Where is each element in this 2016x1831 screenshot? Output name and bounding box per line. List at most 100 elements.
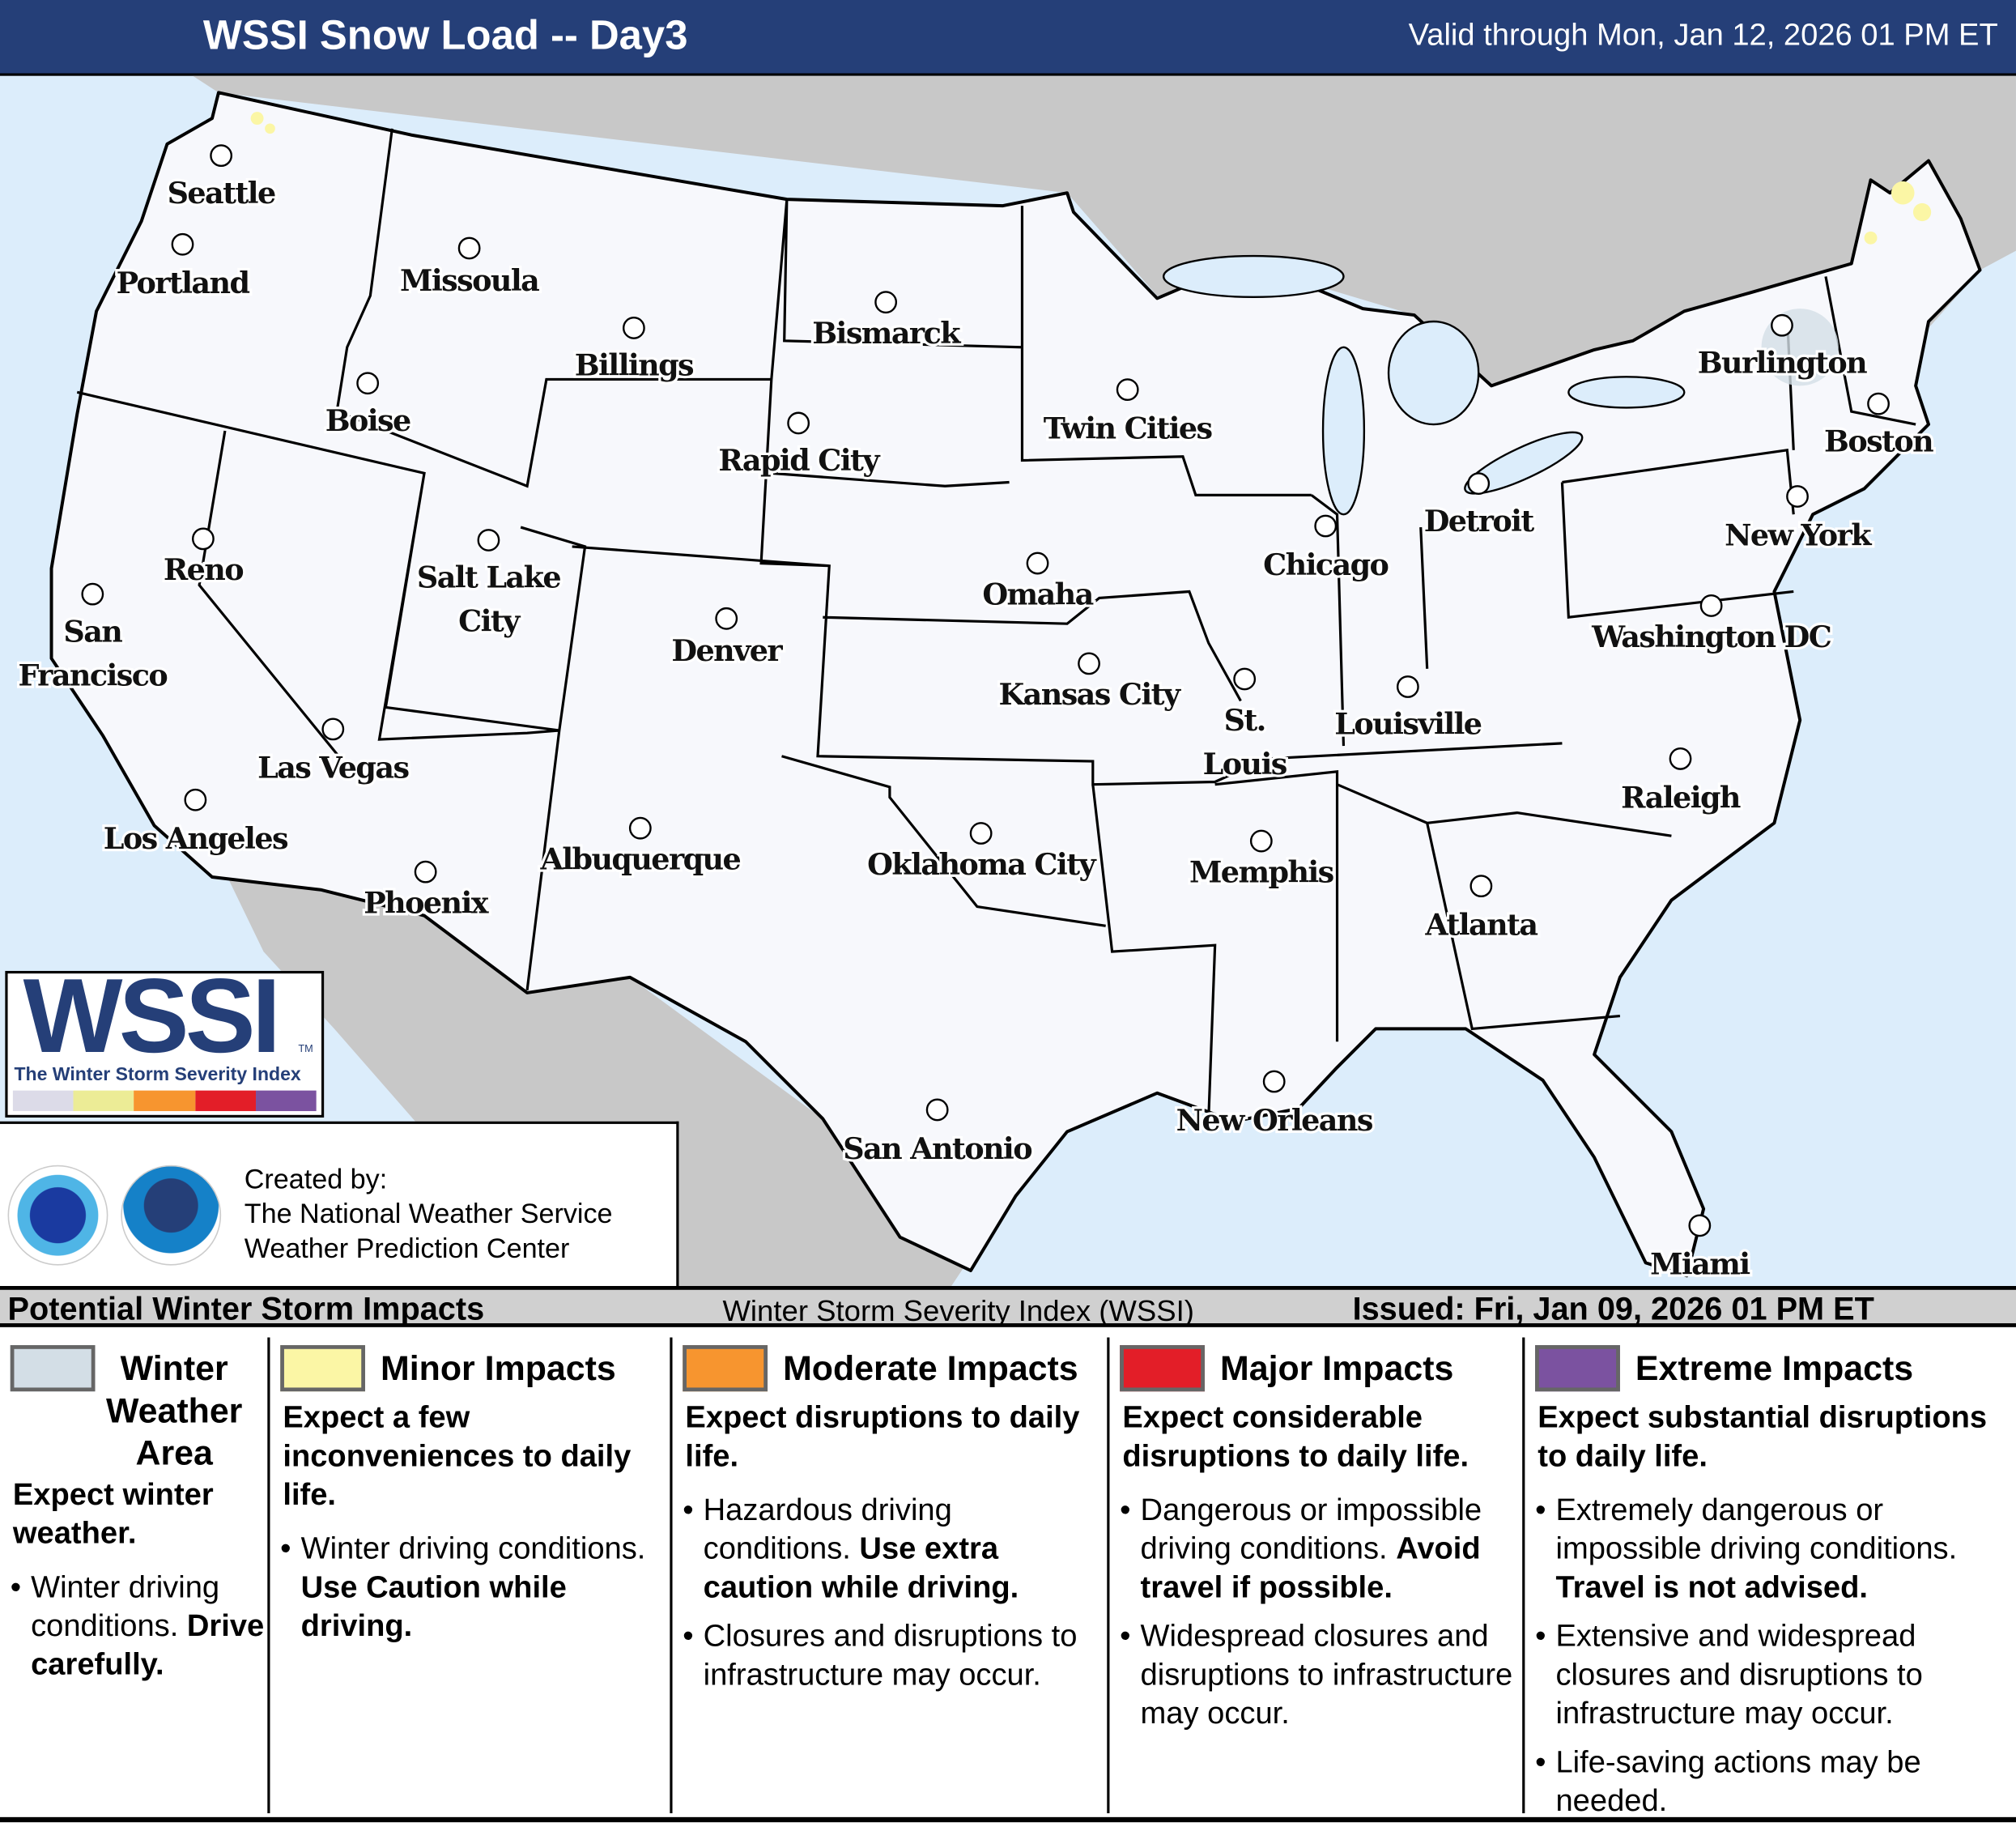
city-marker-icon: [321, 717, 345, 741]
city-label: New York: [1725, 517, 1872, 552]
city-chicago: Chicago: [1261, 514, 1392, 585]
city-label: Boston: [1824, 424, 1933, 458]
city-marker-icon: [787, 411, 810, 435]
city-miami: Miami: [1648, 1214, 1754, 1284]
city-washington-dc: Washington DC: [1589, 594, 1835, 657]
city-marker-icon: [457, 236, 481, 260]
city-label: St.: [1224, 703, 1265, 738]
legend-headline: Expect substantial disruptions to daily …: [1538, 1400, 1988, 1474]
city-new-york: New York: [1722, 485, 1876, 555]
city-label: San: [63, 614, 122, 649]
city-burlington: Burlington: [1695, 313, 1871, 383]
legend-bullet: Widespread closures and disruptions to i…: [1120, 1618, 1520, 1734]
city-label: New Orleans: [1176, 1103, 1373, 1138]
legend-header-bar: Potential Winter Storm Impacts Winter St…: [0, 1286, 2016, 1327]
legend-title: Winter Weather Area: [105, 1348, 243, 1473]
legend-headline: Expect a few inconveniences to daily lif…: [283, 1400, 632, 1513]
city-marker-icon: [1116, 378, 1139, 402]
city-san-francisco: San Francisco: [15, 582, 171, 696]
city-markers: Seattle Portland Missoula Billings Bismarck B…: [15, 144, 1937, 1284]
city-label: Twin Cities: [1044, 411, 1213, 446]
city-marker-icon: [628, 816, 652, 840]
city-marker-icon: [356, 372, 380, 395]
city-las-vegas: Las Vegas: [255, 717, 413, 788]
city-marker-icon: [925, 1098, 949, 1122]
city-marker-icon: [1467, 472, 1491, 495]
credit-box: Created by: The National Weather Service…: [0, 1121, 679, 1289]
legend-bullet: Extremely dangerous or impossible drivin…: [1535, 1492, 2014, 1607]
us-map: Seattle Portland Missoula Billings Bismarck B…: [0, 75, 2016, 1286]
city-label: Francisco: [18, 658, 167, 692]
city-albuquerque: Albuquerque: [537, 816, 744, 879]
city-marker-icon: [1771, 313, 1793, 337]
legend-bullet: Winter driving conditions. Use Caution w…: [280, 1531, 667, 1646]
city-label: Reno: [164, 552, 243, 587]
valid-time: Valid through Mon, Jan 12, 2026 01 PM ET: [1408, 18, 1998, 53]
city-label: Boise: [325, 403, 410, 438]
legend-column-moderate-impacts: Moderate Impacts Expect disruptions to da…: [670, 1337, 1107, 1814]
city-label: Memphis: [1189, 854, 1334, 889]
legend-headline: Expect disruptions to daily life.: [685, 1400, 1080, 1474]
city-marker-icon: [1262, 1070, 1286, 1093]
city-marker-icon: [715, 607, 738, 630]
city-marker-icon: [969, 822, 993, 845]
legend-bullet: Hazardous driving conditions. Use extra …: [683, 1492, 1104, 1607]
city-label: Denver: [671, 633, 783, 668]
city-marker-icon: [1688, 1214, 1712, 1237]
city-rapid-city: Rapid City: [716, 411, 885, 480]
city-twin-cities: Twin Cities: [1041, 378, 1216, 449]
city-marker-icon: [622, 317, 645, 339]
city-omaha: Omaha: [980, 551, 1097, 615]
mexico-land: [224, 871, 965, 1286]
city-label: Miami: [1650, 1247, 1750, 1282]
map-title: WSSI Snow Load -- Day3: [202, 11, 688, 58]
city-marker-icon: [1396, 675, 1419, 698]
city-marker-icon: [1026, 551, 1049, 575]
city-label: Salt Lake: [417, 560, 560, 595]
bottom-border: [0, 1816, 2016, 1823]
legend-bullet: Life-saving actions may be needed.: [1535, 1744, 2014, 1820]
legend-bullet: Closures and disruptions to infrastructu…: [683, 1618, 1104, 1695]
city-label: Burlington: [1698, 346, 1867, 381]
city-memphis: Memphis: [1187, 829, 1338, 892]
city-los-angeles: Los Angeles: [101, 788, 292, 858]
city-marker-icon: [1786, 485, 1809, 508]
city-raleigh: Raleigh: [1618, 747, 1745, 817]
city-marker-icon: [1469, 875, 1493, 898]
legend-swatch: [683, 1345, 768, 1392]
city-label: Detroit: [1424, 504, 1535, 539]
city-louisville: Louisville: [1332, 675, 1486, 744]
city-detroit: Detroit: [1422, 472, 1538, 541]
city-bismarck: Bismarck: [810, 291, 965, 353]
legend-column-extreme-impacts: Extreme Impacts Expect substantial disrup…: [1522, 1337, 2016, 1818]
city-label: Portland: [117, 266, 250, 300]
legend-title: Moderate Impacts: [783, 1348, 1078, 1388]
city-marker-icon: [1699, 594, 1723, 617]
city-denver: Denver: [669, 607, 787, 671]
city-marker-icon: [1669, 747, 1692, 770]
city-marker-icon: [1078, 652, 1100, 675]
city-label: Rapid City: [718, 443, 881, 478]
trademark: TM: [298, 1042, 313, 1055]
city-boston: Boston: [1822, 392, 1937, 462]
city-oklahoma-city: Oklahoma City: [865, 822, 1101, 884]
city-atlanta: Atlanta: [1422, 875, 1542, 945]
city-label: Chicago: [1263, 547, 1388, 582]
credit-wpc: Weather Prediction Center: [244, 1233, 570, 1265]
city-marker-icon: [184, 788, 207, 811]
city-marker-icon: [1314, 514, 1338, 538]
city-label: Washington DC: [1591, 620, 1831, 654]
credit-nws: The National Weather Service: [244, 1199, 613, 1230]
city-label: Louisville: [1334, 707, 1482, 742]
city-marker-icon: [1249, 829, 1273, 853]
city-label: Albuquerque: [539, 841, 740, 876]
wssi-wordmark: WSSI: [23, 976, 278, 1058]
city-marker-icon: [1867, 392, 1890, 415]
city-label: Omaha: [982, 577, 1093, 611]
legend-column-major-impacts: Major Impacts Expect considerable disrupt…: [1107, 1337, 1522, 1814]
legend-swatch: [280, 1345, 365, 1392]
city-label: Oklahoma City: [867, 847, 1097, 882]
city-label: Billings: [575, 348, 694, 383]
city-missoula: Missoula: [398, 236, 543, 300]
